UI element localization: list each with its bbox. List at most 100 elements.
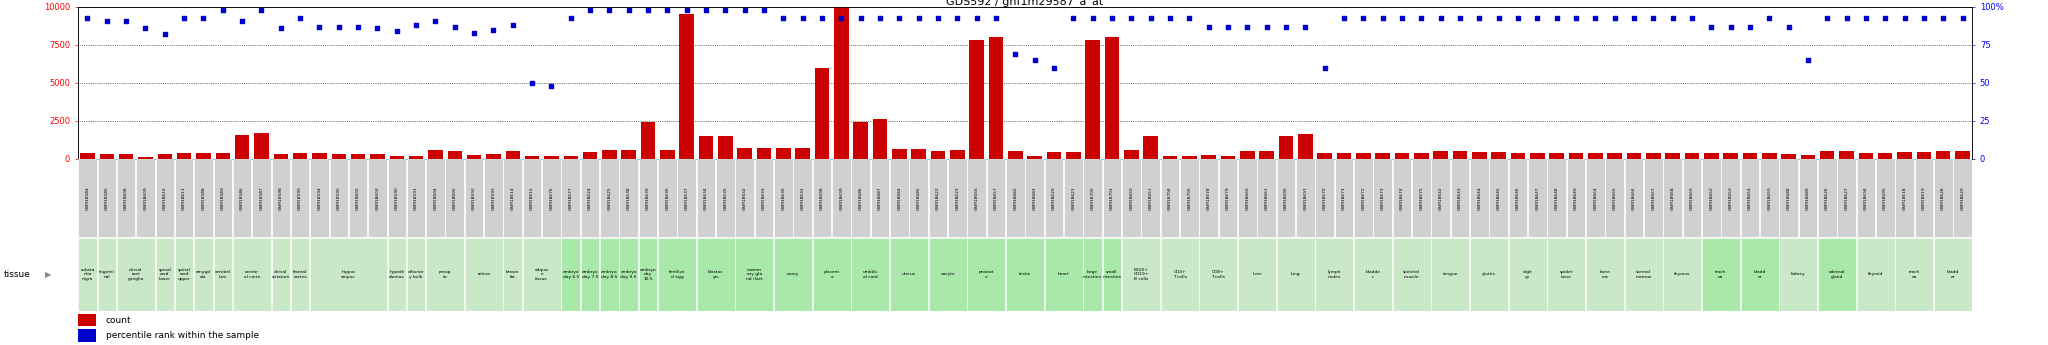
Bar <box>233 159 252 237</box>
Bar <box>1663 159 1681 237</box>
Bar <box>793 159 811 237</box>
Text: GSM18689: GSM18689 <box>1806 187 1810 210</box>
Bar <box>618 238 639 310</box>
Text: GSM18592: GSM18592 <box>473 187 475 210</box>
Bar <box>1585 159 1604 237</box>
Bar <box>1860 154 1874 159</box>
Bar <box>696 159 715 237</box>
Text: hypoth
alamus: hypoth alamus <box>389 270 406 278</box>
Text: GSM18615: GSM18615 <box>530 187 535 210</box>
Bar <box>582 159 600 237</box>
Bar <box>236 135 250 159</box>
Text: GSM18674: GSM18674 <box>1401 187 1405 210</box>
Bar <box>543 159 561 237</box>
Bar <box>582 238 600 310</box>
Bar <box>408 238 426 310</box>
Text: GSM18701: GSM18701 <box>1110 187 1114 210</box>
Bar <box>410 156 424 159</box>
Bar <box>504 159 522 237</box>
Text: bladd
er: bladd er <box>1753 270 1765 278</box>
Bar <box>1606 159 1624 237</box>
Text: CD4+
T cells: CD4+ T cells <box>1174 270 1186 278</box>
Point <box>360 26 393 31</box>
Bar <box>1569 153 1583 159</box>
Bar <box>1896 152 1913 159</box>
Point <box>1675 15 1708 20</box>
Bar <box>1548 159 1567 237</box>
Text: hippoc
ampus: hippoc ampus <box>342 270 356 278</box>
Bar <box>618 159 639 237</box>
Text: umbilic
al cord: umbilic al cord <box>862 270 879 278</box>
Text: GSM18639: GSM18639 <box>645 187 649 210</box>
Text: GSM18618: GSM18618 <box>1903 187 1907 210</box>
Bar <box>467 155 481 159</box>
Bar <box>78 238 96 310</box>
Bar <box>1432 238 1468 310</box>
Bar <box>1202 155 1217 159</box>
Bar <box>80 154 94 159</box>
Bar <box>449 151 463 159</box>
Bar <box>1702 238 1741 310</box>
Bar <box>717 159 735 237</box>
Bar <box>657 159 676 237</box>
Point <box>1618 15 1651 20</box>
Point <box>285 15 317 20</box>
Bar <box>1143 136 1157 159</box>
Text: GSM18698: GSM18698 <box>819 187 823 210</box>
Bar <box>1647 153 1661 159</box>
Point <box>844 15 877 20</box>
Text: GSM18644: GSM18644 <box>1477 187 1481 210</box>
Bar <box>1317 154 1331 159</box>
Bar <box>1356 152 1370 159</box>
Bar <box>1044 159 1063 237</box>
Point <box>979 15 1012 20</box>
Text: GSM18670: GSM18670 <box>1323 187 1327 210</box>
Text: GSM18604: GSM18604 <box>434 187 438 210</box>
Title: GDS592 / gnf1m29587_a_at: GDS592 / gnf1m29587_a_at <box>946 0 1104 7</box>
Text: GSM18685: GSM18685 <box>918 187 922 210</box>
Bar <box>1665 152 1679 159</box>
Bar <box>1780 159 1798 237</box>
Bar <box>330 159 348 237</box>
Bar <box>1065 159 1083 237</box>
Bar <box>1858 238 1894 310</box>
Text: GSM18695: GSM18695 <box>1884 187 1888 210</box>
Point <box>612 7 645 13</box>
Bar <box>563 156 578 159</box>
Bar <box>1395 154 1409 159</box>
Text: GSM18630: GSM18630 <box>782 187 784 210</box>
Point <box>147 31 180 37</box>
Bar <box>758 148 772 159</box>
Text: ovary: ovary <box>786 272 799 276</box>
Bar <box>1819 159 1837 237</box>
Point <box>999 51 1032 57</box>
Bar <box>291 238 309 310</box>
Text: GSM18609: GSM18609 <box>143 187 147 210</box>
Text: lymph
nodes: lymph nodes <box>1327 270 1341 278</box>
Point <box>922 15 954 20</box>
Bar <box>156 159 174 237</box>
Text: preop
tic: preop tic <box>438 270 451 278</box>
Bar <box>737 148 752 159</box>
Bar <box>233 238 270 310</box>
Text: tongue: tongue <box>1442 272 1458 276</box>
Bar <box>735 159 754 237</box>
Point <box>1696 24 1729 29</box>
Text: uterus: uterus <box>901 272 915 276</box>
Bar <box>795 148 809 159</box>
Text: GSM18664: GSM18664 <box>1593 187 1597 210</box>
Bar <box>891 159 909 237</box>
Bar <box>252 159 270 237</box>
Bar <box>1720 159 1741 237</box>
Point <box>1907 15 1939 20</box>
Text: embryo
day
10.5: embryo day 10.5 <box>639 268 657 281</box>
Bar <box>426 159 444 237</box>
Point <box>1714 24 1747 29</box>
Bar <box>1683 159 1702 237</box>
Bar <box>545 156 559 159</box>
Bar <box>485 155 500 159</box>
Bar <box>291 159 309 237</box>
Text: GSM18642: GSM18642 <box>1438 187 1442 210</box>
Bar <box>1354 159 1372 237</box>
Bar <box>1044 238 1083 310</box>
